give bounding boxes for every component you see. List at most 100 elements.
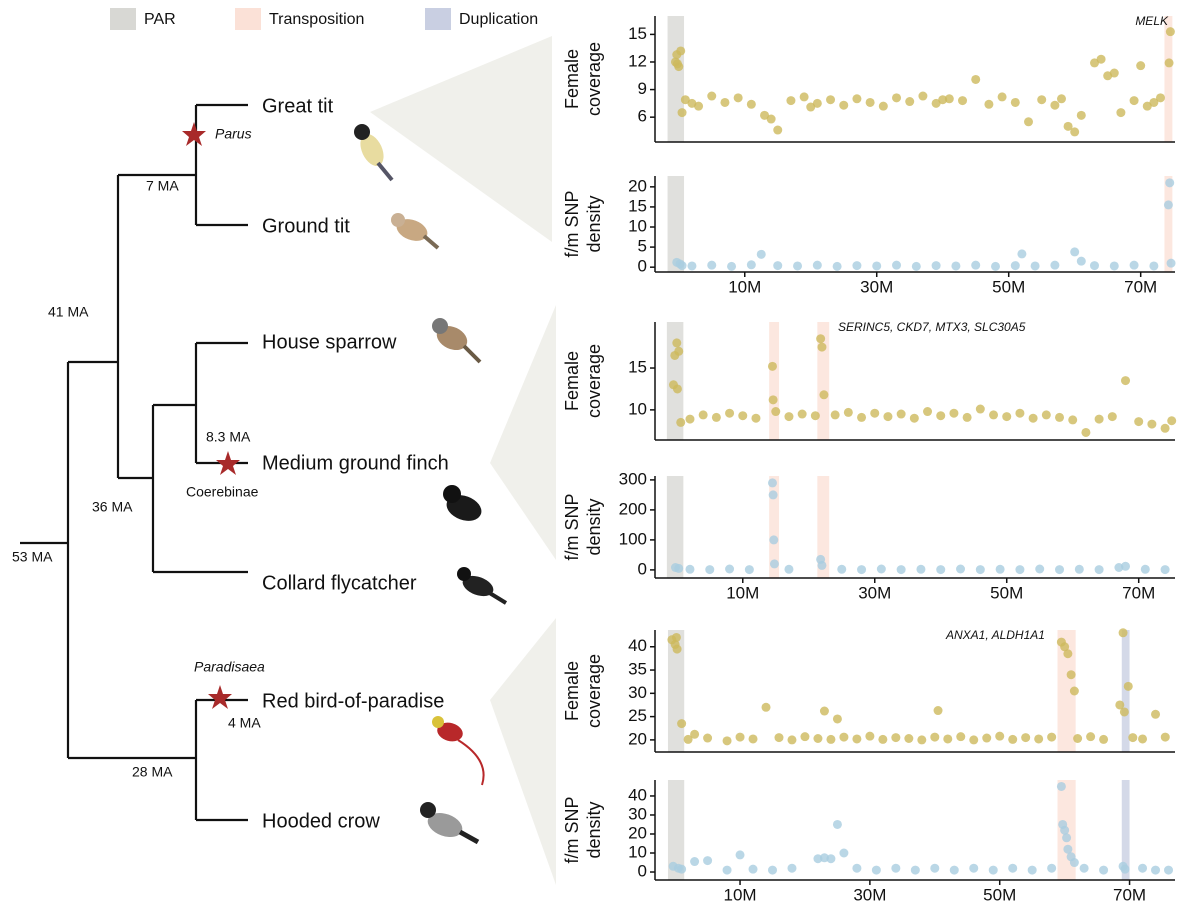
- point: [800, 92, 809, 101]
- point: [738, 411, 747, 420]
- point: [707, 261, 716, 270]
- point: [745, 565, 754, 574]
- point: [995, 732, 1004, 741]
- species-label: Collard flycatcher: [262, 572, 417, 594]
- point: [1128, 733, 1137, 742]
- point: [736, 733, 745, 742]
- point: [674, 347, 683, 356]
- point: [1121, 562, 1130, 571]
- point: [879, 102, 888, 111]
- point: [676, 418, 685, 427]
- y-tick-label: 0: [638, 861, 647, 880]
- point: [963, 413, 972, 422]
- point: [1167, 416, 1176, 425]
- species-label: Medium ground finch: [262, 452, 449, 474]
- point: [720, 98, 729, 107]
- species-label: Great tit: [262, 95, 334, 117]
- x-tick-label: 10M: [728, 277, 761, 296]
- point: [672, 338, 681, 347]
- point: [687, 261, 696, 270]
- point: [762, 703, 771, 712]
- point: [839, 733, 848, 742]
- point: [673, 384, 682, 393]
- y-tick-label: 40: [628, 636, 647, 655]
- point: [831, 410, 840, 419]
- y-axis-label: density: [584, 195, 604, 252]
- point: [1047, 864, 1056, 873]
- point: [705, 565, 714, 574]
- point: [916, 565, 925, 574]
- point: [998, 92, 1007, 101]
- point: [1124, 682, 1133, 691]
- point: [971, 75, 980, 84]
- y-tick-label: 100: [619, 529, 647, 548]
- point: [892, 261, 901, 270]
- point: [768, 478, 777, 487]
- point: [1138, 864, 1147, 873]
- point: [1164, 866, 1173, 875]
- point: [694, 102, 703, 111]
- point: [1138, 734, 1147, 743]
- zoom-wedge: [370, 36, 552, 242]
- point: [852, 864, 861, 873]
- point: [749, 865, 758, 874]
- point: [1116, 108, 1125, 117]
- point: [1167, 259, 1176, 268]
- clade-label: Parus: [215, 126, 252, 142]
- point: [817, 561, 826, 570]
- y-tick-label: 15: [628, 196, 647, 215]
- region: [668, 176, 684, 272]
- point: [897, 565, 906, 574]
- point: [934, 706, 943, 715]
- point: [819, 390, 828, 399]
- point: [813, 261, 822, 270]
- point: [1028, 866, 1037, 875]
- point: [1097, 55, 1106, 64]
- node-age: 8.3 MA: [206, 429, 251, 445]
- y-tick-label: 9: [638, 79, 647, 98]
- zoom-wedge: [490, 305, 556, 560]
- point: [1095, 565, 1104, 574]
- y-axis-label: f/m SNP: [562, 190, 582, 257]
- point: [1068, 415, 1077, 424]
- point: [1031, 261, 1040, 270]
- point: [1073, 734, 1082, 743]
- point: [976, 405, 985, 414]
- point: [1130, 261, 1139, 270]
- region: [769, 322, 779, 440]
- point: [757, 250, 766, 259]
- annotation: MELK: [1135, 14, 1169, 28]
- y-tick-label: 0: [638, 257, 647, 276]
- point: [751, 414, 760, 423]
- point: [749, 734, 758, 743]
- point: [1134, 417, 1143, 426]
- y-tick-label: 20: [628, 823, 647, 842]
- point: [870, 409, 879, 418]
- point: [678, 261, 687, 270]
- point: [787, 735, 796, 744]
- point: [904, 734, 913, 743]
- point: [971, 261, 980, 270]
- y-axis-label: coverage: [584, 42, 604, 116]
- y-tick-label: 200: [619, 499, 647, 518]
- point: [1151, 710, 1160, 719]
- point: [1110, 69, 1119, 78]
- point: [866, 98, 875, 107]
- point: [787, 864, 796, 873]
- point: [911, 866, 920, 875]
- y-axis-label: density: [584, 498, 604, 555]
- point: [1008, 864, 1017, 873]
- point: [1077, 257, 1086, 266]
- legend-label: PAR: [144, 11, 176, 28]
- point: [725, 409, 734, 418]
- point: [1024, 117, 1033, 126]
- node-age: 41 MA: [48, 304, 89, 320]
- point: [817, 343, 826, 352]
- y-tick-label: 30: [628, 804, 647, 823]
- point: [852, 94, 861, 103]
- x-tick-label: 10M: [724, 885, 757, 904]
- y-tick-label: 6: [638, 107, 647, 126]
- point: [1021, 733, 1030, 742]
- point: [800, 732, 809, 741]
- point: [672, 633, 681, 642]
